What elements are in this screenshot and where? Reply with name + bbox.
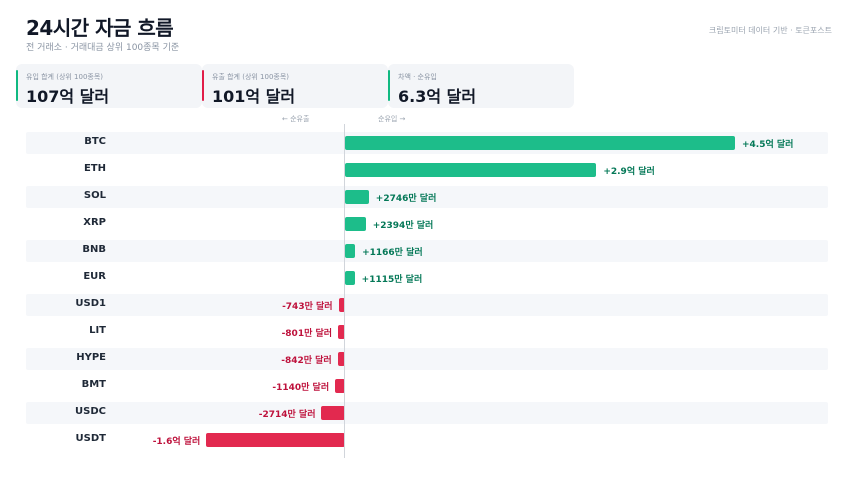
category-label: BTC — [84, 136, 106, 147]
category-label: BNB — [82, 244, 106, 255]
value-label: +4.5억 달러 — [742, 140, 794, 150]
chart-row — [26, 402, 828, 424]
category-label: EUR — [83, 271, 106, 282]
value-label: -2714만 달러 — [258, 410, 316, 420]
inflow-summary-card: 유입 합계 (상위 100종목) 107억 달러 — [16, 64, 202, 108]
value-label: +1166만 달러 — [362, 248, 423, 258]
value-label: -842만 달러 — [281, 356, 332, 366]
category-label: USDT — [75, 433, 106, 444]
chart-row — [26, 321, 828, 343]
flow-bar — [321, 406, 345, 420]
category-label: USDC — [75, 406, 106, 417]
value-label: +2746만 달러 — [375, 194, 437, 204]
chart-row — [26, 294, 828, 316]
flow-bar — [345, 190, 369, 204]
chart-row — [26, 348, 828, 370]
chart-row — [26, 186, 828, 208]
net-label: 차액 · 순유입 — [398, 73, 437, 81]
flow-bar — [345, 244, 356, 258]
flow-bar — [338, 325, 345, 339]
value-label: -1140만 달러 — [272, 383, 330, 393]
flow-bar — [335, 379, 345, 393]
inflow-label: 유입 합계 (상위 100종목) — [26, 73, 104, 81]
value-label: -1.6억 달러 — [152, 437, 201, 447]
net-summary-card: 차액 · 순유입 6.3억 달러 — [388, 64, 574, 108]
flow-bar — [337, 352, 345, 366]
category-label: ETH — [83, 163, 106, 174]
inflow-direction-label: 순유입 → — [378, 115, 406, 123]
chart-row — [26, 429, 828, 451]
category-label: BMT — [81, 379, 106, 390]
outflow-label: 유출 합계 (상위 100종목) — [212, 73, 290, 81]
outflow-accent-bar — [202, 70, 204, 101]
inflow-value: 107억 달러 — [26, 87, 110, 106]
flow-bar — [345, 136, 735, 150]
flow-bar — [345, 163, 597, 177]
net-value: 6.3억 달러 — [398, 87, 477, 106]
flow-bar — [345, 271, 355, 285]
flow-bar — [338, 298, 345, 312]
chart-row — [26, 267, 828, 289]
outflow-value: 101억 달러 — [212, 87, 296, 106]
outflow-direction-label: ← 순유출 — [282, 115, 310, 123]
value-label: -743만 달러 — [282, 302, 333, 312]
inflow-accent-bar — [16, 70, 18, 101]
category-label: LIT — [89, 325, 106, 336]
zero-axis-line — [344, 124, 345, 458]
outflow-summary-card: 유출 합계 (상위 100종목) 101억 달러 — [202, 64, 388, 108]
page-title: 24시간 자금 흐름 — [26, 16, 174, 40]
category-label: HYPE — [76, 352, 106, 363]
category-label: XRP — [83, 217, 106, 228]
flow-bar — [345, 217, 366, 231]
category-label: USD1 — [75, 298, 106, 309]
page-subtitle: 전 거래소 · 거래대금 상위 100종목 기준 — [26, 43, 180, 53]
flow-bar — [206, 433, 345, 447]
source-credit: 크립토미터 데이터 기반 · 토큰포스트 — [708, 26, 832, 35]
category-label: SOL — [83, 190, 106, 201]
value-label: -801만 달러 — [281, 329, 333, 339]
net-accent-bar — [388, 70, 390, 101]
value-label: +1115만 달러 — [361, 275, 423, 285]
value-label: +2.9억 달러 — [603, 167, 655, 177]
chart-row — [26, 375, 828, 397]
chart-row — [26, 240, 828, 262]
value-label: +2394만 달러 — [372, 221, 434, 231]
